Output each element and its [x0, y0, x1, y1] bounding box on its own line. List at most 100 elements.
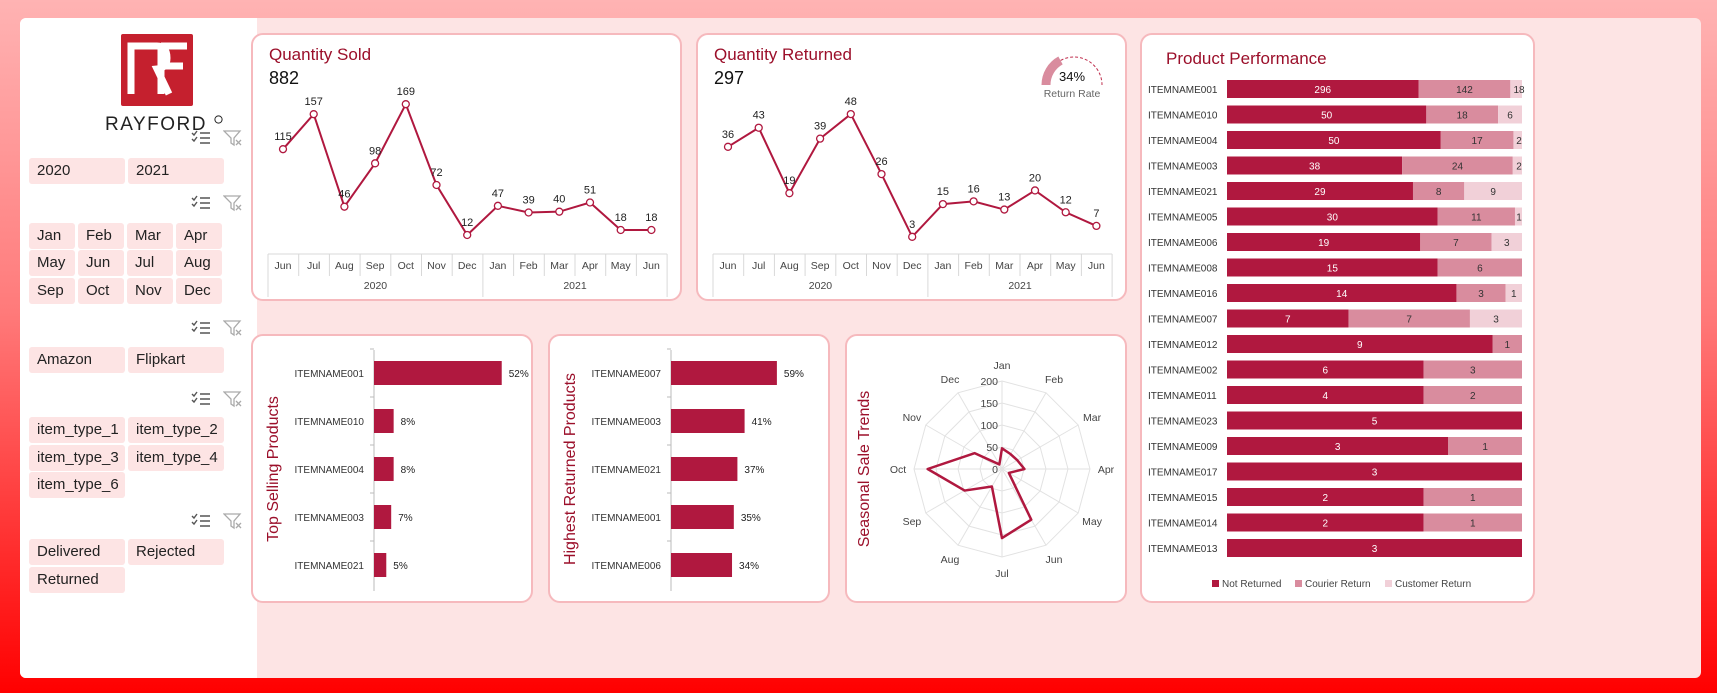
- clear-filter-icon[interactable]: [223, 319, 243, 337]
- slicer-channels-button[interactable]: Amazon: [29, 347, 125, 373]
- quantity_returned-point: [908, 232, 917, 241]
- performance-data-label: 18: [1457, 111, 1469, 122]
- slicer-statuses-button[interactable]: Returned: [29, 567, 125, 593]
- radar-tick-label: 200: [980, 376, 998, 388]
- performance-bar-segment: [1512, 156, 1522, 175]
- quantity_returned-point: [785, 189, 794, 198]
- performance-item-label: ITEMNAME004: [1148, 136, 1218, 147]
- radar-month-label: Aug: [941, 554, 960, 566]
- slicer-statuses-button[interactable]: Delivered: [29, 539, 125, 565]
- performance-bar-segment: [1227, 513, 1424, 532]
- quantity-sold-card: Quantity Sold 882 115 157 46 98 169 72 12 47 39 4…: [251, 33, 682, 301]
- quantity_sold-point: [585, 198, 595, 207]
- quantity_returned-data-label: 48: [845, 96, 857, 108]
- top_selling-data-label: 52%: [509, 369, 529, 380]
- slicer-years-button[interactable]: 2021: [128, 158, 224, 184]
- multi-select-icon[interactable]: [191, 512, 211, 530]
- slicer-item_types-button[interactable]: item_type_6: [29, 472, 125, 498]
- quantity_returned-data-label: 13: [998, 192, 1010, 204]
- slicer-months-button[interactable]: Jun: [78, 250, 124, 276]
- clear-filter-icon[interactable]: [223, 194, 243, 212]
- performance-data-label: 24: [1452, 162, 1464, 173]
- top_selling-category-label: ITEMNAME001: [295, 369, 365, 380]
- radar-spoke: [957, 468, 1003, 546]
- slicer-months-button[interactable]: Aug: [176, 250, 222, 276]
- slicer-item_types-button[interactable]: item_type_1: [29, 417, 125, 443]
- performance-item-label: ITEMNAME005: [1148, 213, 1218, 224]
- top_selling-data-label: 5%: [393, 561, 408, 572]
- performance-bar-segment: [1227, 182, 1413, 200]
- performance-bar-segment: [1227, 309, 1349, 328]
- registered-icon: [214, 115, 223, 124]
- multi-select-icon[interactable]: [191, 129, 211, 147]
- top-selling-bar-chart: Top Selling Products ITEMNAME001 52% ITEMNA…: [265, 348, 529, 591]
- performance-bar-segment: [1437, 207, 1515, 226]
- slicer-years-button[interactable]: 2020: [29, 158, 125, 184]
- highest_returned-bar: [671, 409, 745, 433]
- quantity_sold-point: [401, 100, 410, 109]
- slicer-months-button[interactable]: Mar: [127, 223, 173, 249]
- performance-bar-segment: [1227, 360, 1424, 379]
- highest_returned-category-label: ITEMNAME006: [592, 561, 662, 572]
- performance-data-label: 3: [1504, 238, 1510, 249]
- slicer-months-button[interactable]: May: [29, 250, 75, 276]
- performance-bar-segment: [1448, 437, 1522, 455]
- slicer-months-button[interactable]: Nov: [127, 278, 173, 304]
- slicer-item_types-button[interactable]: item_type_3: [29, 445, 125, 471]
- slicer-item_types-button[interactable]: item_type_4: [128, 445, 224, 471]
- top-selling-card: Top Selling Products ITEMNAME001 52% ITEMNA…: [251, 334, 533, 603]
- quantity_sold-month-label: Dec: [458, 260, 477, 272]
- performance-bar-segment: [1227, 233, 1421, 251]
- quantity_returned-month-label: Apr: [1027, 260, 1044, 272]
- quantity_sold-data-label: 46: [338, 189, 350, 201]
- clear-filter-icon[interactable]: [223, 129, 243, 147]
- quantity_sold-month-label: Apr: [582, 260, 599, 272]
- slicer-months-button[interactable]: Dec: [176, 278, 222, 304]
- radar-tick-label: 0: [992, 464, 998, 476]
- clear-filter-icon[interactable]: [223, 512, 243, 530]
- legend-swatch: [1385, 580, 1392, 587]
- slicer-statuses-button[interactable]: Rejected: [128, 539, 224, 565]
- multi-select-icon[interactable]: [191, 194, 211, 212]
- performance-item-label: ITEMNAME007: [1148, 315, 1218, 326]
- radar-series: [926, 447, 1033, 540]
- multi-select-icon[interactable]: [191, 390, 211, 408]
- performance-bar-segment: [1440, 131, 1514, 149]
- quantity_returned-month-label: Nov: [872, 260, 891, 272]
- performance-data-label: 1: [1470, 493, 1476, 504]
- multi-select-icon[interactable]: [191, 319, 211, 337]
- top_selling-category-label: ITEMNAME003: [295, 513, 365, 524]
- performance-bar-segment: [1423, 488, 1522, 506]
- quantity_returned-data-label: 7: [1093, 208, 1099, 220]
- performance-bar-segment: [1505, 284, 1522, 302]
- clear-filter-icon[interactable]: [223, 390, 243, 408]
- quantity_returned-month-label: Oct: [843, 260, 859, 272]
- performance-data-label: 3: [1470, 366, 1476, 377]
- return-rate-gauge-fill: [1041, 56, 1063, 86]
- slicer-months-button[interactable]: Jul: [127, 250, 173, 276]
- performance-data-label: 30: [1327, 213, 1339, 224]
- legend-label: Customer Return: [1395, 579, 1471, 590]
- quantity_sold-point: [647, 225, 656, 235]
- slicer-months-button[interactable]: Feb: [78, 223, 124, 249]
- quantity_sold-year-label: 2021: [563, 280, 587, 292]
- performance-data-label: 2: [1470, 391, 1476, 402]
- slicer-item_types-button[interactable]: item_type_2: [128, 417, 224, 443]
- quantity_sold-series-line: [282, 101, 652, 237]
- quantity_returned-point: [815, 134, 825, 143]
- slicer-months-button[interactable]: Oct: [78, 278, 124, 304]
- top_selling-bar: [374, 505, 392, 529]
- quantity_returned-point: [723, 142, 733, 151]
- performance-bar-segment: [1418, 80, 1511, 98]
- years-slicer-toolbar: [191, 129, 243, 147]
- slicer-channels-button[interactable]: Flipkart: [128, 347, 224, 373]
- performance-bar-segment: [1227, 335, 1493, 353]
- highest_returned-bar: [671, 457, 738, 481]
- quantity_returned-point: [1092, 221, 1101, 231]
- performance-bar-segment: [1513, 131, 1522, 149]
- slicer-months-button[interactable]: Jan: [29, 223, 75, 249]
- slicer-months-button[interactable]: Apr: [176, 223, 222, 249]
- slicer-months-button[interactable]: Sep: [29, 278, 75, 304]
- performance-data-label: 15: [1327, 264, 1339, 275]
